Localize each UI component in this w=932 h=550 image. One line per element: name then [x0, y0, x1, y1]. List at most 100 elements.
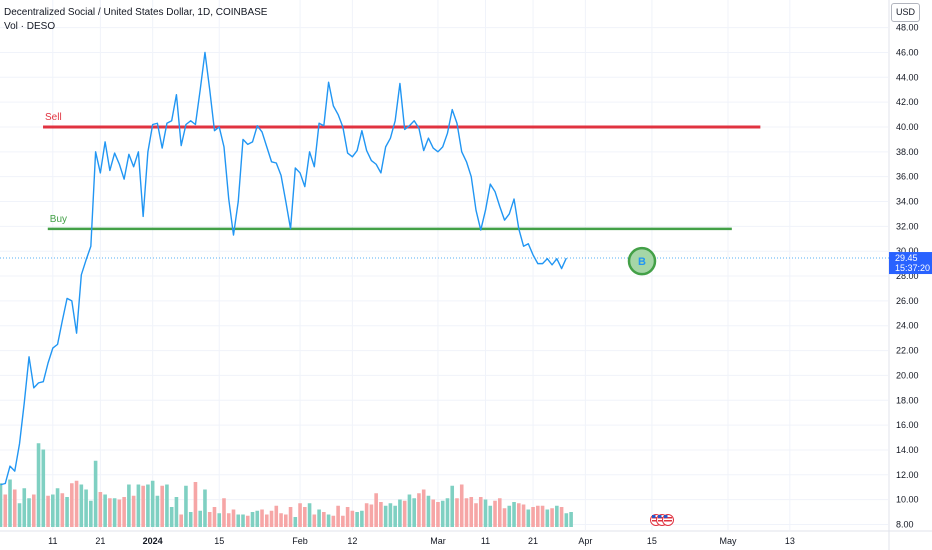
sell-label: Sell [45, 112, 62, 123]
volume-bar [445, 498, 450, 527]
volume-bar [312, 514, 317, 527]
volume-bar [165, 484, 169, 527]
flag-stripe [664, 517, 672, 519]
volume-bar [507, 505, 512, 527]
volume-bar [155, 495, 160, 527]
price-tick-label: 12.00 [896, 470, 919, 480]
volume-bar [250, 512, 255, 527]
volume-bar [512, 502, 516, 527]
volume-bar [36, 443, 41, 527]
price-tag-countdown: 15:37:20 [895, 263, 930, 273]
price-tick-label: 22.00 [896, 346, 919, 356]
price-tick-label: 42.00 [896, 97, 919, 107]
volume-bar [203, 489, 207, 527]
price-tick-label: 44.00 [896, 72, 919, 82]
volume-bar [65, 497, 69, 527]
price-tag-bg [889, 252, 932, 275]
volume-bar [298, 503, 302, 527]
time-tick-label: Mar [430, 536, 446, 546]
time-tick-label: May [720, 536, 738, 546]
volume-bar [236, 514, 241, 527]
volume-bar [103, 494, 107, 527]
volume-bar [374, 493, 378, 527]
volume-bar [555, 505, 559, 527]
marker-layer[interactable]: B [627, 246, 674, 526]
annotation-lines[interactable]: Sell Buy [43, 112, 761, 231]
volume-bars [0, 443, 573, 527]
volume-bar [516, 503, 521, 527]
price-tick-label: 8.00 [896, 520, 914, 530]
volume-bar [22, 488, 27, 527]
symbol-title[interactable]: Decentralized Social / United States Dol… [4, 7, 268, 18]
volume-bar [355, 512, 359, 527]
volume-bar [336, 505, 340, 527]
time-tick-label: Feb [292, 536, 308, 546]
price-tick-label: 46.00 [896, 47, 919, 57]
price-tick-label: 18.00 [896, 395, 919, 405]
time-tick-label: 2024 [143, 536, 163, 546]
time-tick-label: 12 [347, 536, 357, 546]
volume-bar [198, 510, 203, 527]
time-tick-label: 15 [214, 536, 224, 546]
b-marker[interactable] [627, 246, 657, 276]
volume-bar [74, 480, 79, 527]
time-axis[interactable]: 11 21 2024 15 Feb 12 Mar 11 21 Apr 15 May 13 [48, 536, 795, 546]
volume-bar [322, 512, 326, 527]
price-tick-label: 14.00 [896, 445, 919, 455]
volume-bar [488, 505, 493, 527]
volume-bar [474, 503, 478, 527]
buy-label: Buy [50, 214, 67, 225]
volume-bar [0, 483, 3, 527]
price-tick-label: 10.00 [896, 495, 919, 505]
price-series [0, 51, 889, 486]
volume-bar [426, 495, 431, 527]
flag-stripe [658, 520, 666, 522]
flag-stripe [652, 517, 660, 519]
volume-bar [231, 509, 236, 527]
volume-bar [521, 504, 526, 527]
volume-bar [184, 485, 188, 527]
price-tick-label: 38.00 [896, 147, 919, 157]
currency-button[interactable]: USD [891, 3, 920, 22]
volume-bar [117, 499, 122, 527]
time-tick-label: 21 [528, 536, 538, 546]
volume-bar [531, 507, 535, 527]
price-axis[interactable]: 8.00 10.00 12.00 14.00 16.00 18.00 20.00 22.00 2… [896, 23, 919, 530]
volume-bar [564, 513, 569, 527]
volume-bar [207, 512, 212, 527]
volume-bar [93, 460, 98, 527]
flag-canton [652, 515, 656, 518]
volume-bar [417, 493, 421, 527]
volume-bar [84, 489, 88, 527]
volume-bar [402, 500, 407, 527]
volume-bar [317, 509, 321, 527]
price-tick-label: 48.00 [896, 23, 919, 33]
volume-bar [41, 449, 46, 527]
volume-legend[interactable]: Vol · DESO [4, 21, 56, 32]
volume-bar [540, 505, 545, 527]
volume-bar [393, 505, 397, 527]
time-tick-label: Apr [578, 536, 592, 546]
volume-bar [127, 484, 131, 527]
flag-stripe [652, 520, 660, 522]
volume-bar [421, 489, 426, 527]
volume-bar [112, 498, 117, 527]
volume-bar [478, 497, 483, 527]
volume-bar [383, 505, 388, 527]
volume-bar [79, 484, 84, 527]
volume-bar [212, 507, 217, 527]
volume-bar [331, 515, 336, 527]
flag-icon[interactable] [662, 514, 674, 526]
volume-bar [98, 492, 103, 527]
volume-bar [284, 514, 288, 527]
volume-bar [379, 502, 383, 527]
volume-bar [260, 509, 264, 527]
volume-bar [412, 498, 416, 527]
volume-bar [141, 485, 145, 527]
volume-bar [264, 514, 269, 527]
price-tick-label: 26.00 [896, 296, 919, 306]
volume-bar [502, 508, 507, 527]
price-tag-value: 29.45 [895, 253, 918, 263]
price-tick-label: 20.00 [896, 370, 919, 380]
